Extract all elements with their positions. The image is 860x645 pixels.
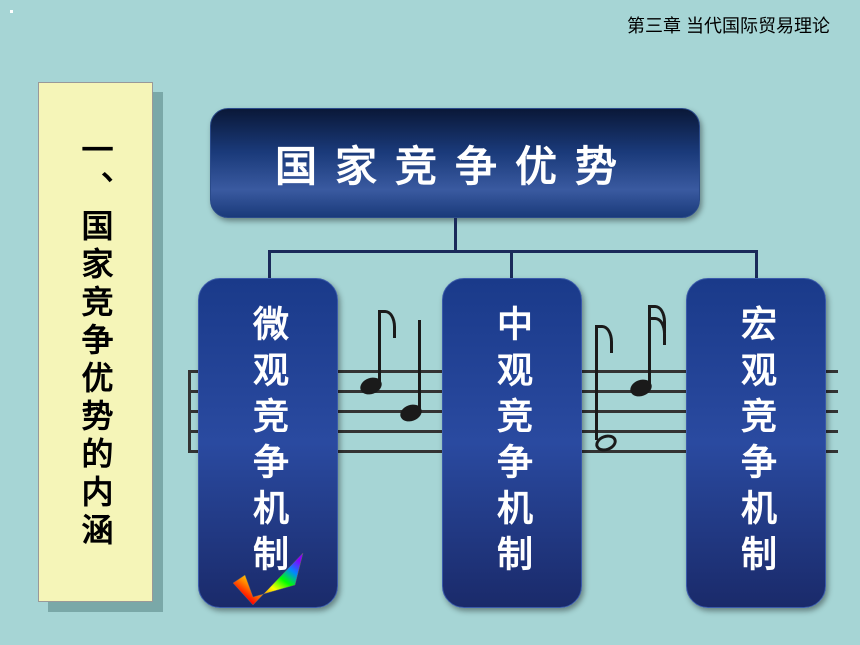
diagram-child-node: 中观竞争机制	[442, 278, 582, 608]
sidebar-panel: 一、国家竞争优势的内涵	[38, 82, 153, 602]
chapter-header: 第三章 当代国际贸易理论	[627, 12, 830, 38]
connector-line	[268, 250, 271, 280]
diagram-root-label: 国家竞争优势	[275, 133, 635, 194]
sidebar-title: 一、国家竞争优势的内涵	[73, 133, 119, 551]
connector-line	[268, 250, 758, 253]
connector-line	[510, 250, 513, 280]
diagram-child-node: 宏观竞争机制	[686, 278, 826, 608]
diagram-root-node: 国家竞争优势	[210, 108, 700, 218]
connector-line	[454, 218, 457, 252]
decorative-dot	[10, 10, 13, 13]
diagram-child-label: 中观竞争机制	[486, 305, 538, 581]
diagram-child-label: 宏观竞争机制	[730, 305, 782, 581]
checkmark-icon	[225, 545, 315, 615]
diagram-child-label: 微观竞争机制	[242, 305, 294, 581]
connector-line	[755, 250, 758, 280]
